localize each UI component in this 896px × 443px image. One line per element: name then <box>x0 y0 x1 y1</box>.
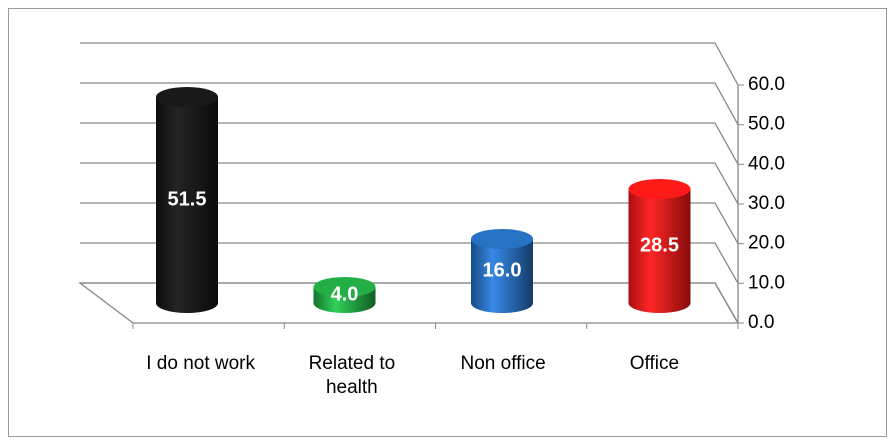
bar <box>471 239 533 313</box>
x-tick-label: Non office <box>460 353 546 374</box>
y-tick-label: 20.0 <box>748 233 785 254</box>
grid-line <box>80 282 739 324</box>
data-label: 28.5 <box>640 234 679 256</box>
bar-top <box>471 229 533 249</box>
grid-line <box>80 122 739 165</box>
grid-line <box>80 242 739 284</box>
y-tick-label: 30.0 <box>748 193 785 214</box>
bar-top <box>628 179 691 199</box>
grid-line <box>80 162 739 205</box>
x-tick-label: I do not work <box>146 353 256 374</box>
bar <box>628 189 691 313</box>
bar-top <box>156 87 218 107</box>
data-label: 4.0 <box>331 283 359 305</box>
chart-frame <box>8 8 887 437</box>
y-tick-label: 40.0 <box>748 153 785 174</box>
grid-line <box>80 202 739 244</box>
grid-line <box>80 42 739 86</box>
y-tick-label: 0.0 <box>748 312 774 333</box>
bar-top <box>313 277 376 297</box>
grid-line <box>80 82 739 125</box>
bar <box>156 97 218 313</box>
data-label: 51.5 <box>168 188 207 210</box>
y-tick-label: 50.0 <box>748 114 785 135</box>
x-tick-label: Related to health <box>308 353 396 398</box>
y-tick-label: 60.0 <box>748 74 785 95</box>
x-tick-label: Office <box>629 353 680 374</box>
y-tick-label: 10.0 <box>748 272 785 293</box>
data-label: 16.0 <box>483 259 522 281</box>
